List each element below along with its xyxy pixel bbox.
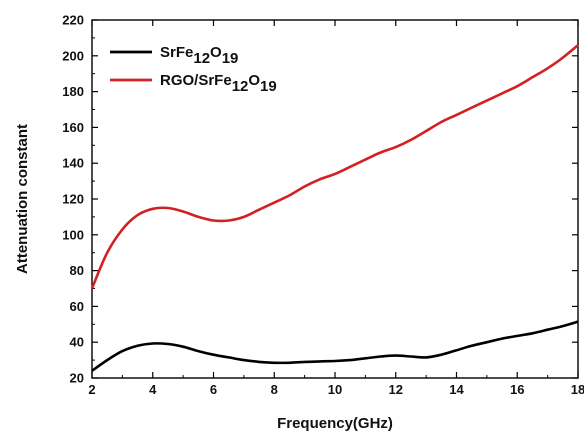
x-tick-label: 16: [510, 382, 524, 397]
y-axis-title: Attenuation constant: [14, 124, 31, 274]
y-tick-label: 200: [62, 48, 84, 63]
series-line-srfe12o19: [91, 320, 579, 372]
y-tick-label: 140: [62, 156, 84, 171]
y-tick-label: 180: [62, 84, 84, 99]
y-tick-label: 100: [62, 227, 84, 242]
y-tick-label: 220: [62, 13, 84, 28]
legend-label: RGO/SrFe12O19: [160, 72, 277, 95]
y-tick-label: 120: [62, 192, 84, 207]
x-tick-label: 14: [449, 382, 464, 397]
y-tick-label: 60: [70, 299, 84, 314]
y-tick-label: 20: [70, 371, 84, 386]
x-tick-label: 6: [210, 382, 217, 397]
y-tick-label: 40: [70, 335, 84, 350]
legend-label: SrFe12O19: [160, 44, 238, 67]
y-tick-label: 160: [62, 120, 84, 135]
x-axis-title: Frequency(GHz): [277, 415, 393, 432]
x-tick-label: 4: [149, 382, 157, 397]
x-tick-label: 12: [389, 382, 403, 397]
x-tick-label: 10: [328, 382, 342, 397]
x-tick-label: 2: [88, 382, 95, 397]
y-tick-label: 80: [70, 263, 84, 278]
series-line-rgo-srfe12o19: [90, 44, 579, 289]
x-tick-label: 8: [271, 382, 278, 397]
x-tick-label: 18: [571, 382, 584, 397]
